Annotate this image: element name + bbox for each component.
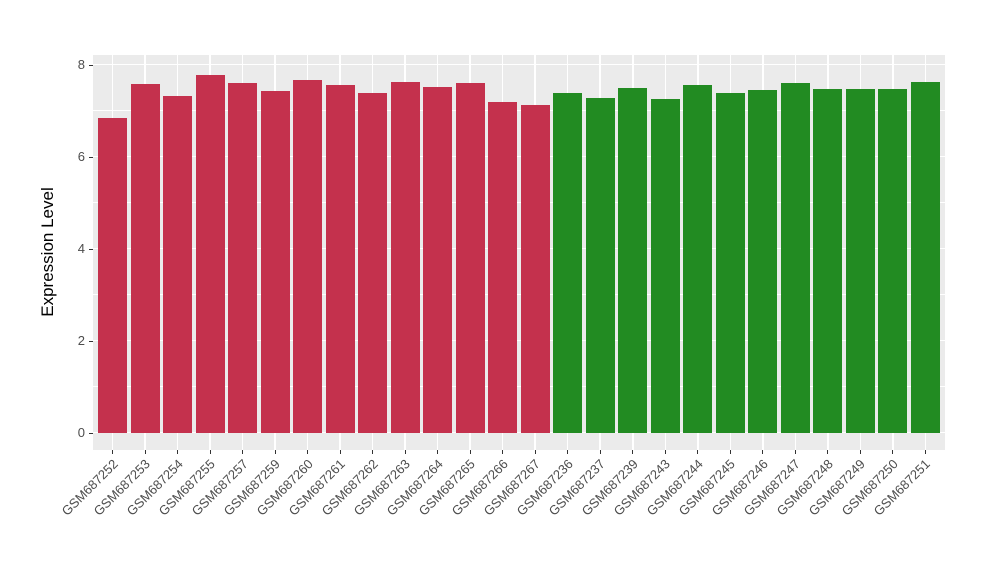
x-tick-mark-GSM687257 xyxy=(242,450,244,454)
x-tick-mark-GSM687246 xyxy=(762,450,764,454)
bar-GSM687249 xyxy=(845,89,875,433)
bar-GSM687263 xyxy=(390,82,420,433)
x-tick-mark-GSM687259 xyxy=(274,450,276,454)
gridline-major-y-2 xyxy=(93,339,945,342)
bar-GSM687236 xyxy=(553,92,583,433)
x-tick-mark-GSM687247 xyxy=(794,450,796,454)
bar-GSM687246 xyxy=(748,90,778,433)
x-tick-mark-GSM687250 xyxy=(892,450,894,454)
y-tick-mark-6 xyxy=(89,156,93,158)
y-tick-mark-0 xyxy=(89,432,93,434)
x-tick-mark-GSM687248 xyxy=(827,450,829,454)
bar-GSM687239 xyxy=(618,88,648,433)
gridline-minor-y-7 xyxy=(93,110,945,112)
bar-GSM687248 xyxy=(813,89,843,433)
bar-GSM687260 xyxy=(293,80,323,433)
x-tick-mark-GSM687265 xyxy=(469,450,471,454)
x-tick-mark-GSM687245 xyxy=(729,450,731,454)
x-tick-mark-GSM687254 xyxy=(177,450,179,454)
y-tick-label-6: 6 xyxy=(77,149,85,165)
x-tick-mark-GSM687261 xyxy=(339,450,341,454)
y-tick-label-0: 0 xyxy=(77,425,85,441)
bar-GSM687252 xyxy=(98,117,127,433)
bar-GSM687243 xyxy=(650,99,680,433)
x-tick-mark-GSM687243 xyxy=(664,450,666,454)
bar-GSM687259 xyxy=(260,90,290,433)
x-tick-mark-GSM687236 xyxy=(567,450,569,454)
bar-GSM687255 xyxy=(195,74,225,433)
x-tick-mark-GSM687253 xyxy=(144,450,146,454)
gridline-major-y-6 xyxy=(93,155,945,158)
x-tick-mark-GSM687251 xyxy=(924,450,926,454)
bar-GSM687250 xyxy=(878,89,908,433)
bar-GSM687244 xyxy=(683,85,713,433)
bar-GSM687261 xyxy=(325,84,355,433)
y-tick-mark-4 xyxy=(89,248,93,250)
gridline-major-y-0 xyxy=(93,431,945,434)
y-tick-label-2: 2 xyxy=(77,333,85,349)
bar-GSM687253 xyxy=(130,83,160,433)
bar-GSM687265 xyxy=(455,82,485,433)
x-tick-mark-GSM687262 xyxy=(372,450,374,454)
x-tick-mark-GSM687267 xyxy=(534,450,536,454)
gridline-minor-y-3 xyxy=(93,294,945,296)
y-tick-label-8: 8 xyxy=(77,57,85,73)
plot-panel xyxy=(93,55,945,450)
gridline-minor-y-1 xyxy=(93,386,945,388)
x-tick-mark-GSM687244 xyxy=(697,450,699,454)
y-tick-mark-8 xyxy=(89,64,93,66)
x-tick-mark-GSM687255 xyxy=(209,450,211,454)
x-tick-mark-GSM687260 xyxy=(307,450,309,454)
bar-GSM687264 xyxy=(423,86,453,433)
bar-GSM687262 xyxy=(358,93,388,433)
bar-GSM687247 xyxy=(780,82,810,433)
bar-GSM687237 xyxy=(585,97,615,433)
gridline-major-y-8 xyxy=(93,63,945,66)
y-tick-mark-2 xyxy=(89,340,93,342)
bar-GSM687254 xyxy=(163,95,193,433)
gridline-minor-y-5 xyxy=(93,202,945,204)
x-tick-mark-GSM687237 xyxy=(599,450,601,454)
gridline-major-y-4 xyxy=(93,247,945,250)
bar-GSM687251 xyxy=(910,81,940,433)
x-tick-mark-GSM687266 xyxy=(502,450,504,454)
x-tick-mark-GSM687239 xyxy=(632,450,634,454)
x-tick-mark-GSM687249 xyxy=(859,450,861,454)
bar-GSM687257 xyxy=(228,83,258,433)
bar-GSM687266 xyxy=(488,101,518,433)
bar-GSM687267 xyxy=(520,105,550,433)
bar-GSM687245 xyxy=(715,93,745,433)
x-tick-mark-GSM687263 xyxy=(404,450,406,454)
x-tick-mark-GSM687264 xyxy=(437,450,439,454)
x-tick-mark-GSM687252 xyxy=(112,450,113,454)
y-tick-label-4: 4 xyxy=(77,241,85,257)
